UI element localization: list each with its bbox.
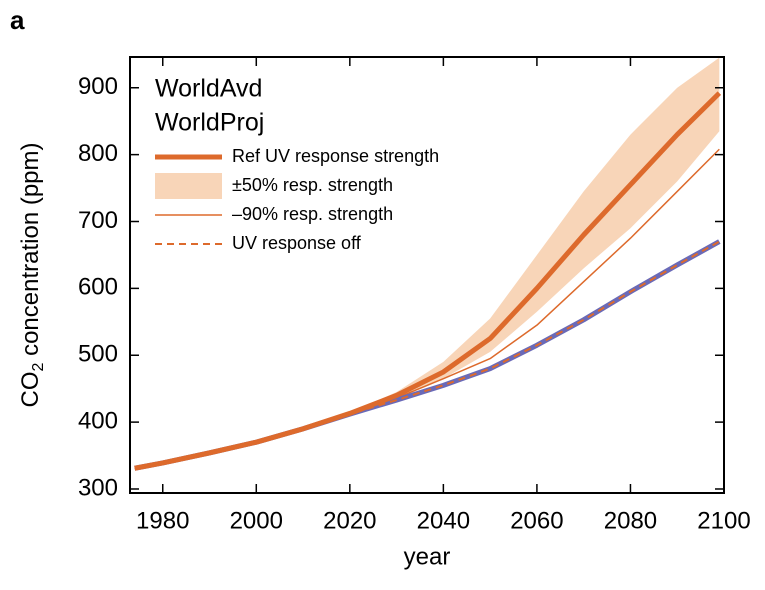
line [134, 239, 721, 471]
y-tick-label: 900 [78, 73, 118, 100]
legend-label: –90% resp. strength [232, 204, 393, 224]
x-tick-label: 1980 [136, 507, 189, 534]
scenario-label: WorldAvd [155, 75, 262, 103]
y-label-part: CO [17, 372, 44, 408]
x-tick-label: 2080 [604, 507, 657, 534]
x-tick-label: 2040 [417, 507, 470, 534]
y-tick-label: 700 [78, 207, 118, 234]
x-axis-label: year [404, 543, 451, 570]
x-tick-label: 2060 [510, 507, 563, 534]
legend-label: UV response off [232, 233, 362, 253]
legend-label: ±50% resp. strength [232, 175, 393, 195]
y-tick-label: 400 [78, 407, 118, 434]
y-tick-label: 300 [78, 474, 118, 501]
y-label-sub: 2 [30, 363, 47, 372]
panel-label: a [10, 5, 25, 35]
line [134, 240, 720, 470]
x-tick-label: 2000 [230, 507, 283, 534]
y-axis-label: CO2 concentration (ppm) [17, 142, 47, 407]
x-tick-label: 2100 [697, 507, 750, 534]
legend-label: WorldProj [155, 109, 264, 137]
y-tick-label: 500 [78, 341, 118, 368]
legend-label: Ref UV response strength [232, 146, 439, 166]
plot-frame [129, 56, 725, 494]
y-label-part: concentration (ppm) [17, 142, 44, 362]
y-tick-label: 800 [78, 140, 118, 167]
x-tick-label: 2020 [323, 507, 376, 534]
legend-swatch [155, 173, 222, 199]
y-tick-label: 600 [78, 274, 118, 301]
plot-area [134, 57, 722, 471]
